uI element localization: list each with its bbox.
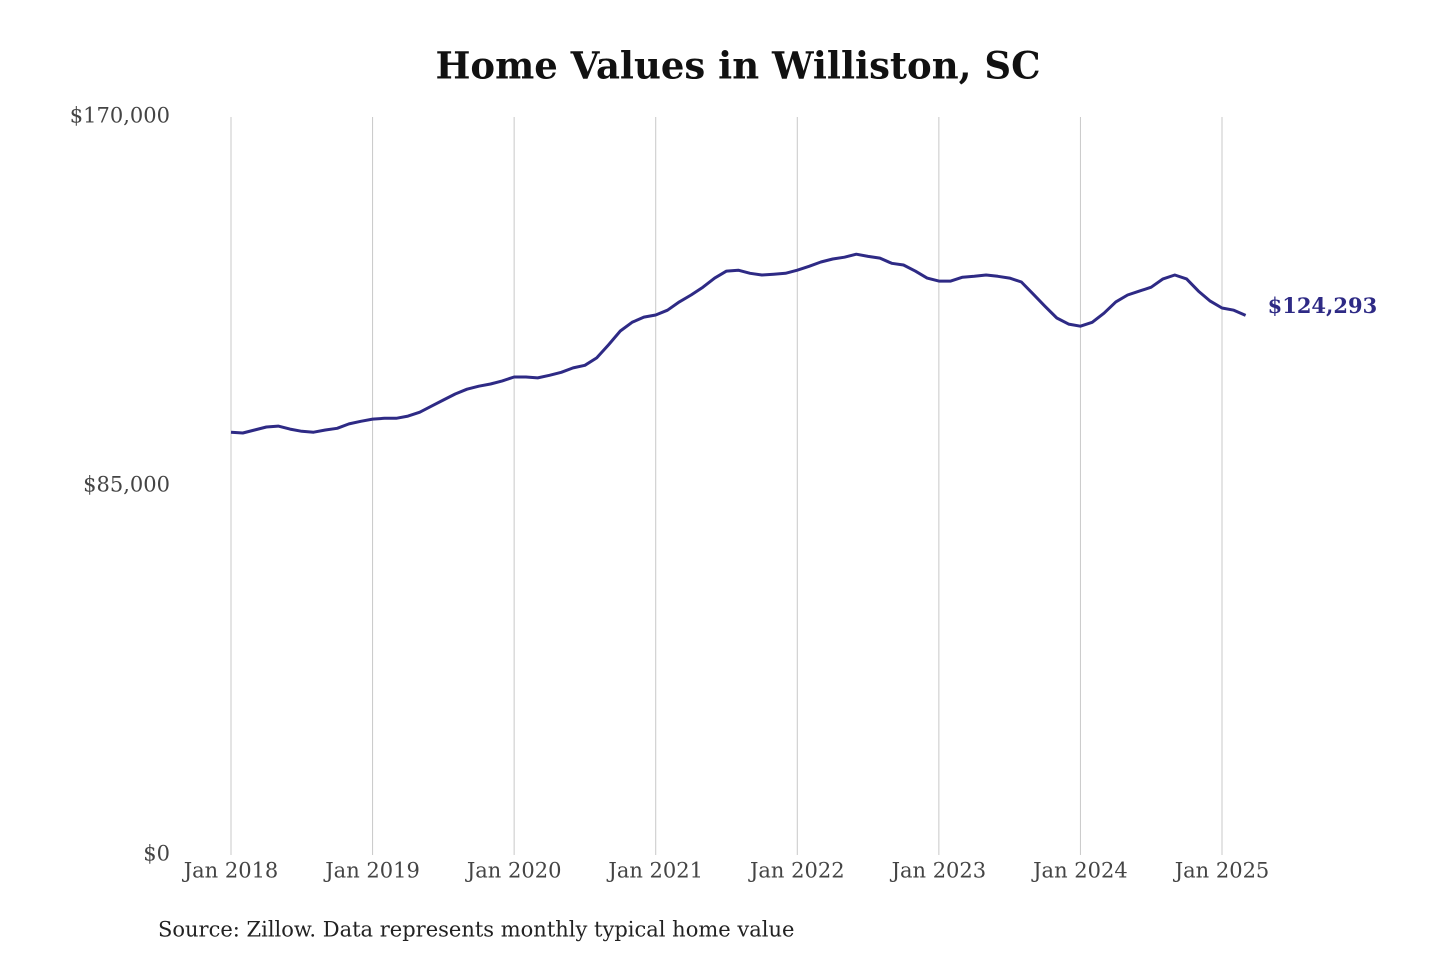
x-tick-label: Jan 2024 bbox=[1031, 859, 1128, 883]
x-tick-label: Jan 2019 bbox=[323, 859, 420, 883]
source-note: Source: Zillow. Data represents monthly … bbox=[158, 918, 794, 942]
x-tick-label: Jan 2025 bbox=[1173, 859, 1270, 883]
y-tick-label: $170,000 bbox=[70, 104, 170, 128]
value-label: $124,293 bbox=[1268, 293, 1378, 318]
x-tick-label: Jan 2021 bbox=[606, 859, 703, 883]
x-tick-label: Jan 2022 bbox=[748, 859, 845, 883]
y-tick-label: $0 bbox=[143, 842, 170, 866]
chart-title: Home Values in Williston, SC bbox=[435, 44, 1040, 88]
y-tick-label: $85,000 bbox=[83, 473, 170, 497]
line bbox=[230, 252, 1247, 435]
x-tick-label: Jan 2023 bbox=[890, 859, 987, 883]
x-tick-label: Jan 2018 bbox=[182, 859, 279, 883]
x-tick-label: Jan 2020 bbox=[465, 859, 562, 883]
